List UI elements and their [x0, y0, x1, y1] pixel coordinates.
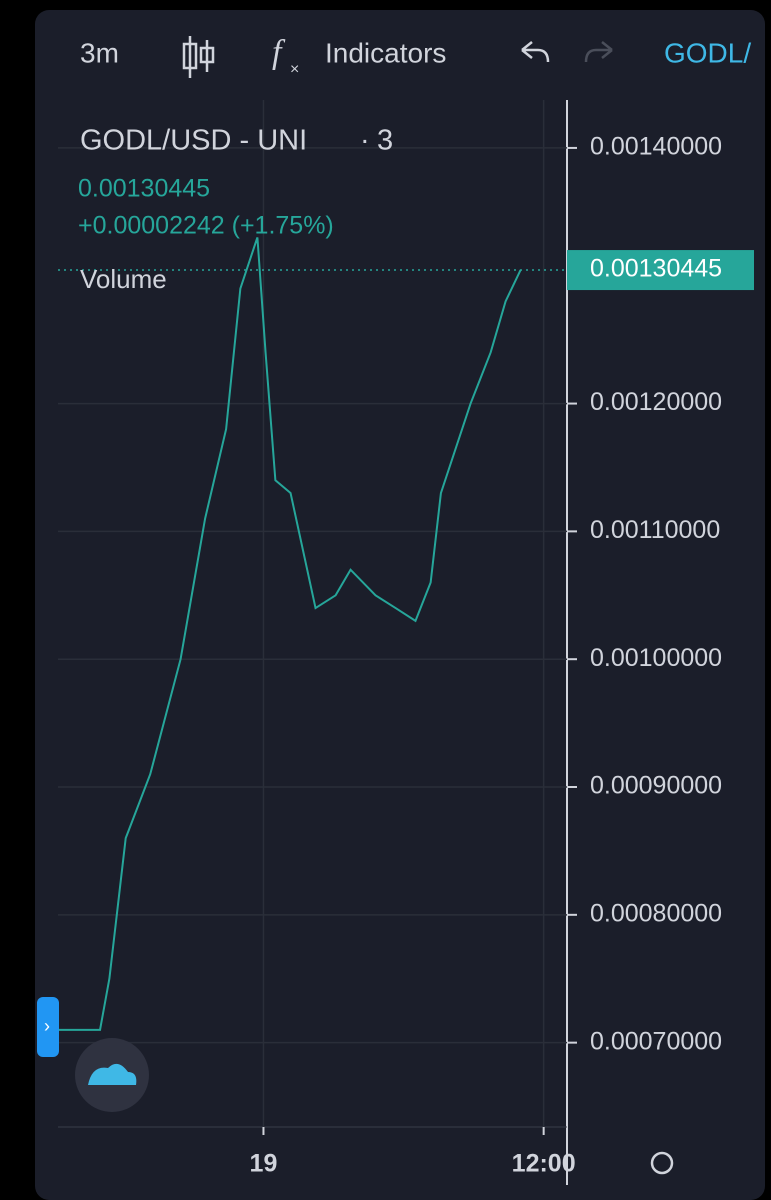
last-price-badge-label: 0.00130445 [590, 255, 722, 283]
price-change: +0.00002242 (+1.75%) [78, 212, 334, 240]
separator: · [360, 125, 370, 157]
symbol-button[interactable]: GODL/ [664, 37, 751, 68]
side-toggle-icon: › [44, 1016, 50, 1036]
side-toggle[interactable] [37, 997, 59, 1057]
y-tick-label: 0.00070000 [590, 1027, 722, 1055]
price-line [58, 237, 522, 1031]
chart-layer: 0.00070000 0.00080000 0.00090000 0.00100000… [58, 100, 754, 1178]
y-tick-label: 0.00120000 [590, 388, 722, 416]
volume-label: Volume [80, 264, 167, 294]
interval-button[interactable]: 3m [80, 37, 119, 68]
logo-icon [88, 1063, 137, 1085]
undo-icon[interactable] [521, 41, 550, 63]
y-tick-label: 0.00100000 [590, 644, 722, 672]
x-tick-label: 19 [250, 1150, 278, 1178]
chart-type-icon[interactable] [182, 36, 215, 78]
last-price: 0.00130445 [78, 175, 210, 203]
fx-icon-x: × [290, 61, 299, 78]
y-tick-label: 0.00110000 [590, 516, 720, 544]
chart-interval: 3 [377, 125, 393, 157]
y-tick-label: 0.00090000 [590, 772, 722, 800]
y-tick-label: 0.00140000 [590, 133, 722, 161]
chart-title: GODL/USD - UNI [80, 125, 307, 157]
last-price-badge [567, 250, 754, 291]
panel [35, 10, 765, 1200]
settings-icon[interactable] [650, 1151, 674, 1175]
redo-icon[interactable] [584, 41, 613, 63]
x-tick-label: 12:00 [512, 1150, 576, 1178]
y-tick-label: 0.00080000 [590, 899, 722, 927]
indicators-button[interactable]: Indicators [325, 37, 446, 68]
